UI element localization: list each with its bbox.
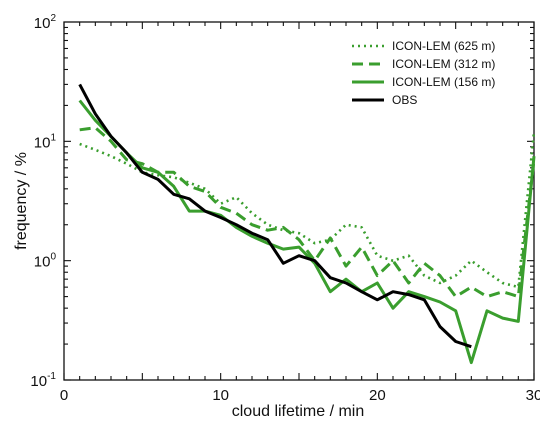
y-tick-label: 10-1 <box>30 371 56 390</box>
legend-label-625m: ICON-LEM (625 m) <box>392 39 495 53</box>
x-axis-label: cloud lifetime / min <box>232 403 365 420</box>
y-tick-label: 102 <box>34 13 57 32</box>
axis-ticks: 0 10 20 30 10-1 100 101 102 <box>30 13 540 404</box>
x-tick-label: 0 <box>60 387 68 404</box>
legend: ICON-LEM (625 m) ICON-LEM (312 m) ICON-L… <box>352 39 495 107</box>
y-axis-label: frequency / % <box>13 152 30 250</box>
series-line-3 <box>78 83 472 349</box>
legend-label-obs: OBS <box>392 93 417 107</box>
legend-label-312m: ICON-LEM (312 m) <box>392 57 495 71</box>
series-line-2 <box>78 99 536 365</box>
x-tick-label: 20 <box>369 387 386 404</box>
x-tick-label: 30 <box>526 387 540 404</box>
series-layer <box>78 83 536 365</box>
y-tick-label: 101 <box>34 132 57 151</box>
series-line-1 <box>79 126 536 299</box>
y-tick-label: 100 <box>34 252 57 271</box>
series-line-0 <box>79 131 536 289</box>
x-tick-label: 10 <box>212 387 229 404</box>
legend-label-156m: ICON-LEM (156 m) <box>392 75 495 89</box>
